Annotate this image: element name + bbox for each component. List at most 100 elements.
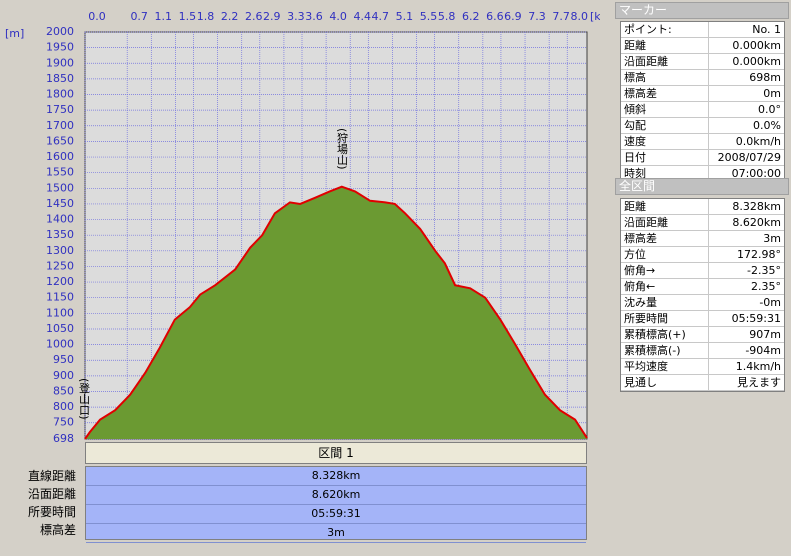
y-tick-label: 1700: [46, 119, 74, 132]
table-row: 沈み量 -0m: [621, 295, 784, 311]
y-tick-label: 850: [53, 384, 74, 397]
y-tick-label: 1650: [46, 134, 74, 147]
y-axis-label: [m]: [5, 27, 24, 40]
table-row: 標高差 0m: [621, 86, 784, 102]
y-tick-label: 1950: [46, 41, 74, 54]
row-label: 傾斜: [621, 102, 709, 117]
y-tick-label: 750: [53, 416, 74, 429]
y-tick-label: 1500: [46, 181, 74, 194]
section-title: 区間 1: [85, 442, 587, 464]
y-tick-label: 1000: [46, 338, 74, 351]
table-row: 平均速度 1.4km/h: [621, 359, 784, 375]
section-value: 05:59:31: [86, 505, 586, 524]
y-tick-label: 1850: [46, 72, 74, 85]
table-row: 勾配 0.0%: [621, 118, 784, 134]
row-label: 距離: [621, 199, 709, 214]
table-row: 傾斜 0.0°: [621, 102, 784, 118]
section-label: 標高差: [39, 523, 76, 537]
row-label: 距離: [621, 38, 709, 53]
x-tick-label: 6.9: [504, 10, 522, 23]
x-tick-label: 3.3: [287, 10, 305, 23]
row-value: 07:00:00: [731, 167, 781, 180]
y-tick-label: 800: [53, 400, 74, 413]
x-tick-label: 5.5: [420, 10, 438, 23]
row-label: 時刻: [621, 166, 709, 181]
y-tick-label: 2000: [46, 25, 74, 38]
y-tick-label: 1750: [46, 103, 74, 116]
area: [85, 186, 587, 439]
x-tick-label: 1.8: [197, 10, 215, 23]
section-value: 8.328km: [86, 467, 586, 486]
x-tick-label: 5.8: [438, 10, 456, 23]
row-value: 172.98°: [737, 248, 781, 261]
table-row: 距離 8.328km: [621, 199, 784, 215]
table-row: 距離 0.000km: [621, 38, 784, 54]
table-row: ポイント: No. 1: [621, 22, 784, 38]
y-tick-label: 1150: [46, 291, 74, 304]
x-tick-label: 0.7: [130, 10, 148, 23]
table-row: 所要時間 05:59:31: [621, 311, 784, 327]
total-header: 全区間: [615, 178, 789, 195]
line: [84, 185, 588, 440]
table-row: 累積標高(+) 907m: [621, 327, 784, 343]
table-row: 沿面距離 8.620km: [621, 215, 784, 231]
x-tick-label: 6.6: [486, 10, 504, 23]
section-value: 8.620km: [86, 486, 586, 505]
row-label: 俯角→: [621, 263, 709, 278]
x-tick-label: 5.1: [396, 10, 414, 23]
y-tick-label: 1550: [46, 166, 74, 179]
x-tick-label: 2.9: [263, 10, 281, 23]
table-row: 速度 0.0km/h: [621, 134, 784, 150]
x-tick-label: 4.4: [353, 10, 371, 23]
table-row: 見通し 見えます: [621, 375, 784, 391]
y-tick-label: 1400: [46, 213, 74, 226]
x-axis-label: [km]: [590, 10, 600, 23]
row-label: 標高差: [621, 231, 709, 246]
section-table: 8.328km 8.620km 05:59:31 3m: [85, 466, 587, 543]
x-tick-label: 4.7: [372, 10, 390, 23]
x-tick-label: 2.6: [245, 10, 263, 23]
x-tick-label: 3.6: [305, 10, 323, 23]
row-value: 907m: [749, 328, 781, 341]
row-label: 平均速度: [621, 359, 709, 374]
row-label: 累積標高(+): [621, 327, 709, 342]
table-row: 沿面距離 0.000km: [621, 54, 784, 70]
x-tick-label: 4.0: [329, 10, 347, 23]
row-value: -2.35°: [747, 264, 781, 277]
x-tick-label: 2.2: [221, 10, 239, 23]
row-value: 1.4km/h: [735, 360, 781, 373]
row-value: No. 1: [752, 23, 781, 36]
row-value: 2.35°: [751, 280, 781, 293]
row-value: 0.000km: [732, 39, 781, 52]
row-label: 累積標高(-): [621, 343, 709, 358]
row-label: 速度: [621, 134, 709, 149]
row-value: 8.620km: [732, 216, 781, 229]
row-value: -904m: [745, 344, 781, 357]
row-label: 所要時間: [621, 311, 709, 326]
y-tick-label: 1050: [46, 322, 74, 335]
row-label: 沿面距離: [621, 54, 709, 69]
row-label: 方位: [621, 247, 709, 262]
x-tick-label: 1.5: [179, 10, 197, 23]
x-tick-label: 8.0: [570, 10, 588, 23]
section-value: 3m: [86, 524, 586, 543]
y-tick-label: 1100: [46, 306, 74, 319]
x-tick-label: 0.0: [88, 10, 106, 23]
marker-table: ポイント: No. 1 距離 0.000km 沿面距離 0.000km 標高 698m 標高差 0…: [620, 21, 785, 183]
row-label: 沿面距離: [621, 215, 709, 230]
y-tick-label: 1900: [46, 56, 74, 69]
row-label: 勾配: [621, 118, 709, 133]
y-tick-label: 1250: [46, 259, 74, 272]
x-tick-label: 7.7: [552, 10, 570, 23]
y-tick-label: 1800: [46, 88, 74, 101]
row-label: ポイント:: [621, 22, 709, 37]
y-tick-label: 698: [53, 432, 74, 445]
row-value: 0.0°: [758, 103, 781, 116]
y-tick-label: 1300: [46, 244, 74, 257]
row-value: 0m: [763, 87, 781, 100]
total-table: 距離 8.328km 沿面距離 8.620km 標高差 3m 方位 172.98° 俯角→ -2.…: [620, 198, 785, 392]
row-label: 日付: [621, 150, 709, 165]
annotation: (登山口): [78, 378, 91, 420]
row-label: 沈み量: [621, 295, 709, 310]
